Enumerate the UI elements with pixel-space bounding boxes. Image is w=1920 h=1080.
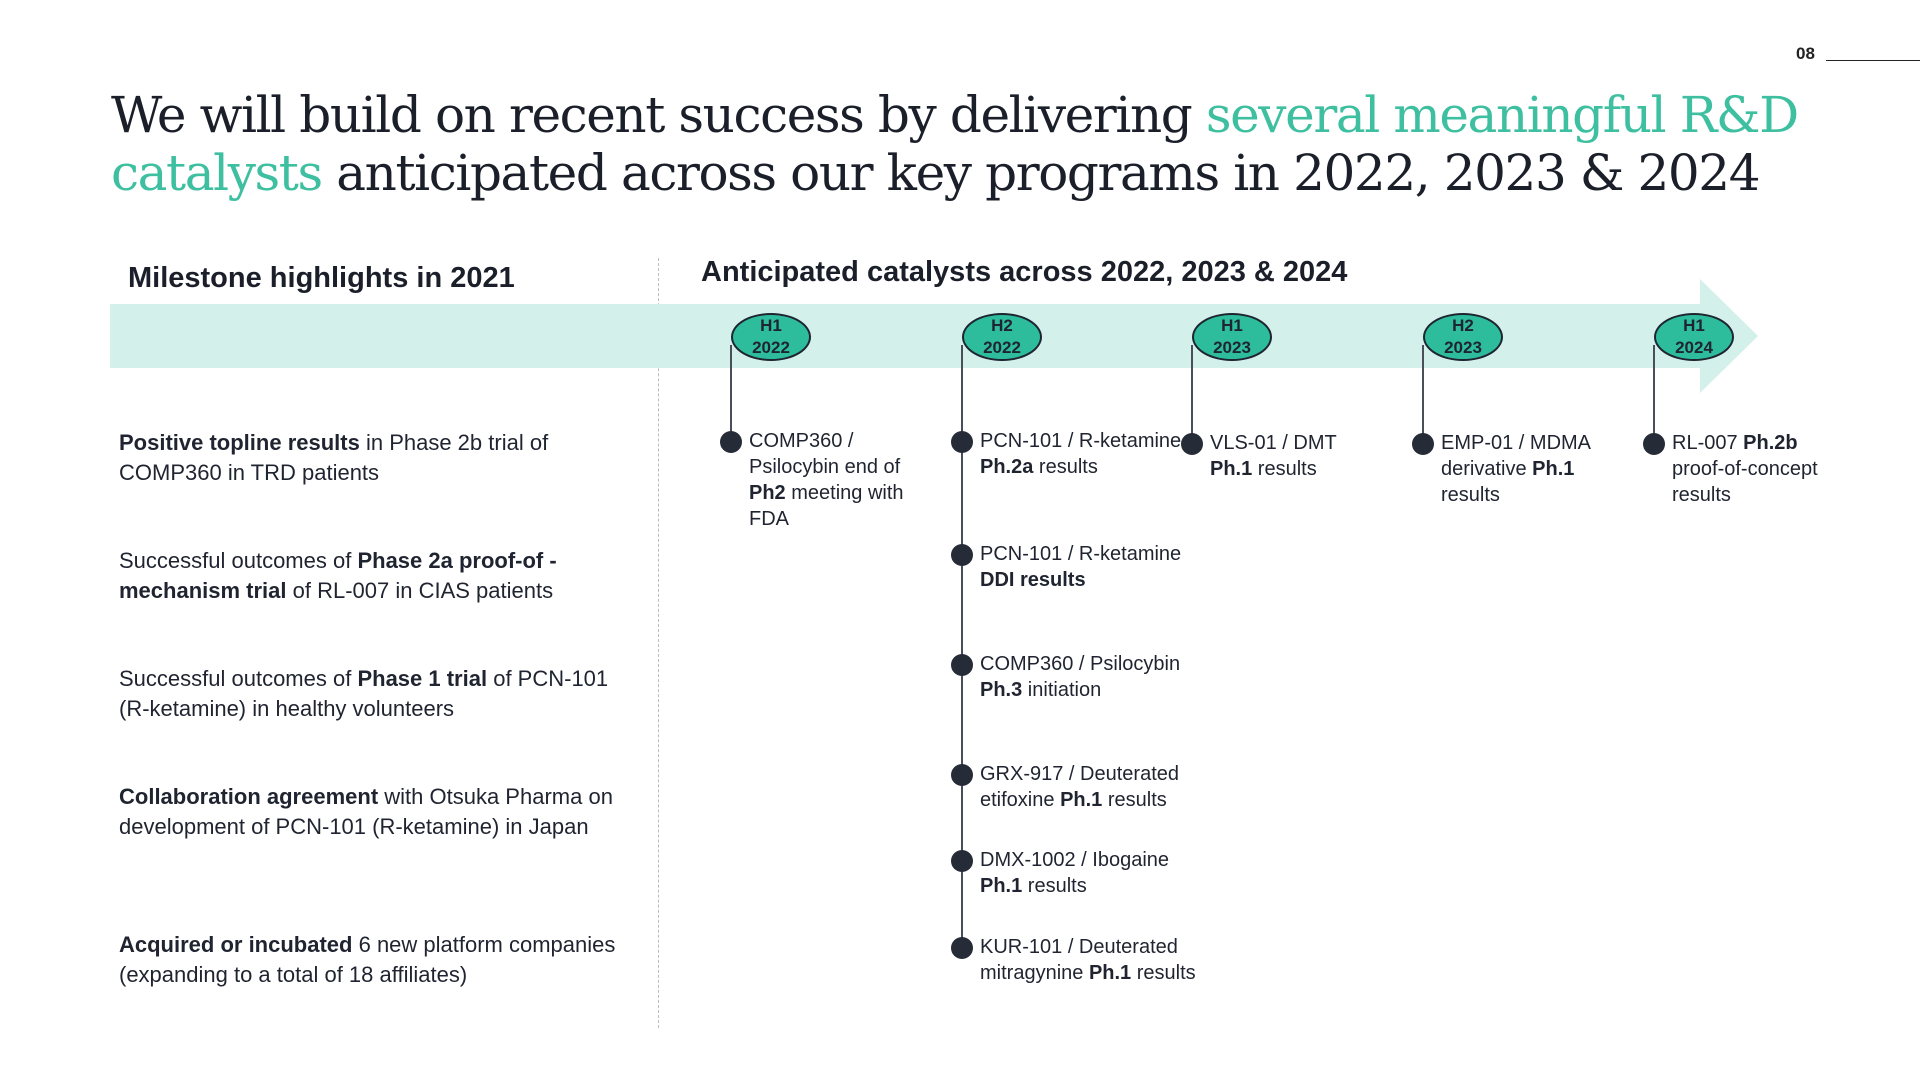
period-year: 2024 xyxy=(1675,338,1713,357)
catalyst-item: GRX-917 / Deuterated etifoxine Ph.1 resu… xyxy=(980,761,1200,813)
text-bold: Ph.1 xyxy=(1088,962,1132,984)
text-fragment: 6 new platform companies (expanding to a… xyxy=(119,932,622,987)
text-fragment: meeting with FDA xyxy=(749,482,910,530)
text-fragment: results xyxy=(1252,458,1317,480)
page-number-rule xyxy=(1826,60,1920,61)
text-bold: Ph.2b xyxy=(1743,432,1798,454)
catalyst-item: PCN-101 / R-ketamine Ph.2a results xyxy=(980,428,1200,480)
timeline-stem xyxy=(961,345,963,948)
text-fragment: proof-of-concept results xyxy=(1672,432,1824,506)
text-bold: Ph.1 xyxy=(980,875,1023,897)
text-bold: Collaboration agreement xyxy=(119,784,379,809)
period-half: H2 xyxy=(991,316,1013,335)
text-bold: Acquired or incubated xyxy=(119,932,353,957)
timeline-stem xyxy=(1422,345,1424,444)
period-marker: H1 2022 xyxy=(731,313,811,361)
text-fragment: DMX-1002 / Ibogaine xyxy=(980,849,1175,871)
text-fragment: PCN-101 / R-ketamine xyxy=(980,430,1187,452)
period-half: H1 xyxy=(760,316,782,335)
period-year: 2022 xyxy=(752,338,790,357)
text-fragment: results xyxy=(1022,875,1087,897)
text-bold: Phase 2a proof-of - mechanism trial xyxy=(119,548,563,603)
period-half: H1 xyxy=(1221,316,1243,335)
title-part-1: We will build on recent success by deliv… xyxy=(111,86,1206,144)
text-fragment: VLS-01 / DMT xyxy=(1210,432,1342,454)
catalyst-dot xyxy=(951,764,973,786)
text-bold: Phase 1 trial xyxy=(357,666,488,691)
catalyst-dot xyxy=(951,431,973,453)
catalysts-heading: Anticipated catalysts across 2022, 2023 … xyxy=(701,256,1348,288)
section-divider xyxy=(658,258,659,1028)
page-number: 08 xyxy=(1796,44,1815,63)
text-bold: Ph.1 xyxy=(1532,458,1575,480)
text-fragment: GRX-917 / Deuterated etifoxine xyxy=(980,763,1185,811)
text-fragment: PCN-101 / R-ketamine xyxy=(980,543,1187,565)
milestone-item: Collaboration agreement with Otsuka Phar… xyxy=(119,782,639,842)
catalyst-dot xyxy=(951,937,973,959)
text-fragment: of RL-007 in CIAS patients xyxy=(286,578,554,603)
text-fragment: in Phase 2b trial of COMP360 in TRD pati… xyxy=(119,430,555,485)
text-fragment: results xyxy=(1102,789,1167,811)
period-marker: H2 2023 xyxy=(1423,313,1503,361)
milestone-item: Successful outcomes of Phase 2a proof-of… xyxy=(119,546,639,606)
period-year: 2023 xyxy=(1444,338,1482,357)
text-fragment: EMP-01 / MDMA derivative xyxy=(1441,432,1596,480)
timeline-stem xyxy=(1191,345,1193,444)
text-fragment: results xyxy=(1033,456,1098,478)
text-fragment: of PCN-101 (R-ketamine) in healthy volun… xyxy=(119,666,615,721)
period-marker: H2 2022 xyxy=(962,313,1042,361)
text-bold: Ph2 xyxy=(749,482,786,504)
catalyst-dot xyxy=(1643,433,1665,455)
timeline-stem xyxy=(1653,345,1655,444)
catalyst-dot xyxy=(951,544,973,566)
milestone-item: Acquired or incubated 6 new platform com… xyxy=(119,930,639,990)
text-fragment: Successful outcomes of xyxy=(119,548,358,573)
catalyst-dot xyxy=(951,850,973,872)
timeline-stem xyxy=(730,345,732,442)
period-half: H2 xyxy=(1452,316,1474,335)
catalyst-item: COMP360 / Psilocybin end of Ph2 meeting … xyxy=(749,428,919,532)
catalyst-dot xyxy=(1181,433,1203,455)
milestone-item: Positive topline results in Phase 2b tri… xyxy=(119,428,639,488)
catalyst-dot xyxy=(720,431,742,453)
catalyst-item: KUR-101 / Deuterated mitragynine Ph.1 re… xyxy=(980,934,1200,986)
catalyst-item: COMP360 / Psilocybin Ph.3 initiation xyxy=(980,651,1200,703)
text-fragment: initiation xyxy=(1022,679,1102,701)
period-year: 2023 xyxy=(1213,338,1251,357)
title-part-2: anticipated across our key programs in 2… xyxy=(321,144,1760,202)
period-marker: H1 2023 xyxy=(1192,313,1272,361)
catalyst-dot xyxy=(1412,433,1434,455)
text-bold: DDI results xyxy=(980,569,1086,591)
catalyst-item: VLS-01 / DMT Ph.1 results xyxy=(1210,430,1360,482)
catalyst-dot xyxy=(951,654,973,676)
slide-title: We will build on recent success by deliv… xyxy=(111,86,1831,202)
text-fragment: RL-007 xyxy=(1672,432,1744,454)
catalyst-item: PCN-101 / R-ketamine DDI results xyxy=(980,541,1200,593)
text-fragment: results xyxy=(1131,962,1196,984)
text-fragment: KUR-101 / Deuterated mitragynine xyxy=(980,936,1184,984)
milestones-heading: Milestone highlights in 2021 xyxy=(128,262,515,294)
text-fragment: with Otsuka Pharma on development of PCN… xyxy=(119,784,620,839)
period-half: H1 xyxy=(1683,316,1705,335)
catalyst-item: RL-007 Ph.2b proof-of-concept results xyxy=(1672,430,1822,508)
text-bold: Positive topline results xyxy=(119,430,360,455)
text-bold: Ph.1 xyxy=(1060,789,1103,811)
text-bold: Ph.1 xyxy=(1210,458,1253,480)
text-fragment: Successful outcomes of xyxy=(119,666,358,691)
text-bold: Ph.3 xyxy=(980,679,1023,701)
text-bold: Ph.2a xyxy=(980,456,1034,478)
milestone-item: Successful outcomes of Phase 1 trial of … xyxy=(119,664,639,724)
text-fragment: results xyxy=(1441,458,1580,506)
catalyst-item: EMP-01 / MDMA derivative Ph.1 results xyxy=(1441,430,1591,508)
text-fragment: COMP360 / Psilocybin xyxy=(980,653,1186,675)
catalyst-item: DMX-1002 / Ibogaine Ph.1 results xyxy=(980,847,1200,899)
title-accent: several meaningful R&D catalysts xyxy=(111,86,1799,202)
period-marker: H1 2024 xyxy=(1654,313,1734,361)
text-fragment: COMP360 / Psilocybin end of xyxy=(749,430,906,478)
period-year: 2022 xyxy=(983,338,1021,357)
